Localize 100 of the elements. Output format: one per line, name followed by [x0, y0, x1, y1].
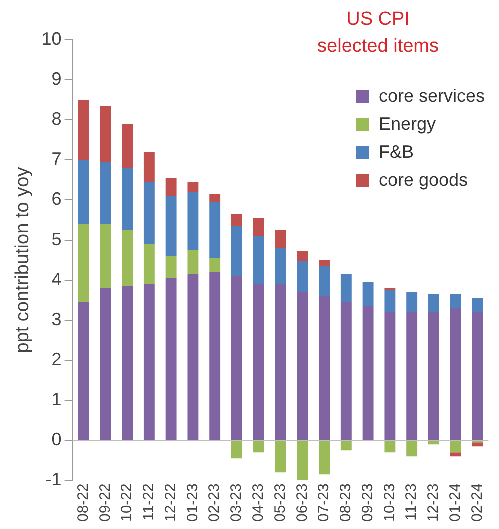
bar [428, 441, 440, 445]
y-tick-label: 6 [52, 189, 62, 210]
bar [144, 152, 155, 182]
bar [253, 284, 264, 440]
bar [166, 256, 177, 278]
bar [450, 308, 462, 440]
bar [406, 292, 418, 312]
bar [100, 224, 112, 288]
bar [406, 312, 418, 440]
bar [232, 226, 242, 276]
bar [297, 441, 308, 481]
x-tick-label: 11-23 [403, 484, 420, 521]
bar [122, 230, 134, 286]
bar [340, 274, 352, 302]
bar [210, 272, 221, 440]
legend-label: Energy [378, 114, 436, 134]
x-tick-label: 12-22 [162, 484, 180, 522]
x-tick-label: 10-23 [381, 484, 398, 522]
bar [100, 288, 112, 440]
bar [297, 262, 308, 292]
bar [78, 160, 90, 224]
bar [450, 294, 462, 308]
bar [166, 196, 177, 256]
bar [166, 278, 177, 440]
bar [188, 250, 199, 274]
bar [210, 194, 221, 202]
x-tick-label: 03-23 [228, 484, 246, 522]
bar [406, 441, 418, 457]
bar [384, 312, 396, 440]
bar [100, 106, 112, 162]
x-tick-label: 01-23 [184, 484, 202, 522]
x-tick-label: 08-23 [338, 484, 355, 522]
bar [472, 298, 484, 312]
x-tick-label: 11-22 [140, 484, 158, 521]
bar [297, 292, 308, 440]
bar [319, 296, 330, 440]
bar [428, 312, 440, 440]
y-tick-label: 4 [52, 269, 62, 290]
bar [210, 202, 221, 258]
x-tick-label: 07-23 [316, 484, 333, 522]
y-tick-label: 9 [52, 69, 62, 90]
bar [428, 294, 440, 312]
bar [78, 224, 90, 302]
bar [78, 100, 90, 160]
bar [122, 124, 134, 168]
bar [253, 236, 264, 284]
bar [188, 192, 199, 250]
bar [253, 441, 264, 453]
y-tick-label: 3 [52, 309, 62, 330]
bar [319, 260, 330, 266]
y-tick-label: 10 [42, 28, 62, 49]
x-tick-label: 01-24 [446, 484, 464, 522]
bar [188, 182, 199, 192]
x-tick-label: 02-24 [468, 484, 486, 522]
bar [362, 306, 374, 440]
x-tick-label: 08-22 [74, 484, 92, 522]
bar [100, 162, 112, 224]
y-tick-label: 0 [52, 430, 62, 450]
bar [384, 441, 396, 453]
x-tick-label: 06-23 [294, 484, 311, 522]
bar [144, 182, 155, 244]
bar [450, 441, 462, 453]
bar [232, 276, 242, 440]
bar [297, 252, 308, 262]
chart-title: US CPI selected items [318, 8, 439, 59]
bar [472, 312, 484, 440]
bar [232, 214, 242, 226]
bar [122, 168, 134, 230]
y-tick-label: 7 [52, 149, 62, 170]
bar [232, 441, 242, 459]
x-tick-label: 12-23 [425, 484, 442, 522]
legend-label: F&B [378, 142, 414, 162]
bar [340, 441, 352, 451]
x-tick-label: 04-23 [250, 484, 268, 522]
legend-label: core goods [378, 170, 468, 190]
bar [144, 284, 155, 440]
bar [253, 218, 264, 236]
y-tick-label: 2 [52, 349, 62, 370]
bar [275, 441, 286, 473]
bar [319, 441, 330, 475]
y-tick-label: 5 [52, 229, 62, 250]
bar [362, 282, 374, 306]
bar [340, 302, 352, 440]
bar [210, 258, 221, 272]
bar [472, 442, 484, 447]
y-tick-label: 1 [52, 389, 62, 410]
bar [450, 452, 462, 457]
y-axis-title: ppt contribution to yoy [12, 166, 34, 354]
x-tick-label: 02-23 [206, 484, 224, 522]
bar [384, 290, 396, 312]
x-tick-label: 10-22 [118, 484, 136, 522]
bar [122, 286, 134, 440]
bar [144, 244, 155, 284]
bar [166, 178, 177, 196]
bar [188, 274, 199, 440]
x-tick-label: 09-22 [96, 484, 114, 522]
y-tick-label: 8 [52, 109, 62, 130]
y-tick-label: -1 [46, 470, 62, 490]
legend-label: core services [378, 86, 485, 106]
bar [275, 248, 286, 284]
